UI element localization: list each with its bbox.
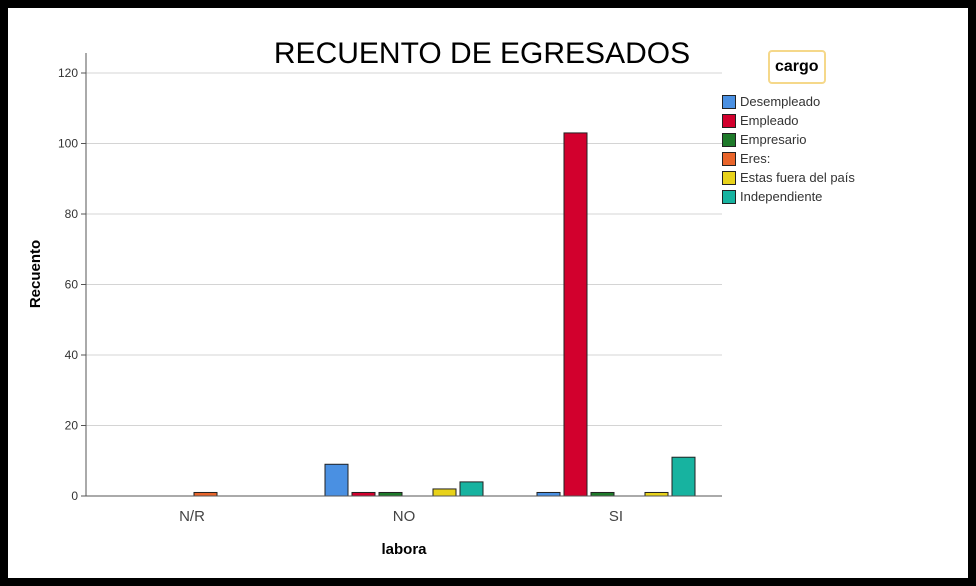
y-axis-title: Recuento bbox=[27, 240, 44, 308]
y-tick-label: 40 bbox=[65, 348, 79, 362]
bar-empresario-si bbox=[590, 491, 615, 497]
legend-swatch bbox=[722, 94, 736, 109]
bar-desempleado-si bbox=[536, 491, 561, 497]
bar-eres-nr bbox=[193, 491, 218, 497]
bar-estas-fuera-del-pa-s-no bbox=[432, 488, 457, 497]
axis-layer: 0 20 40 60 80 100 120 N/R NO SI bbox=[58, 53, 722, 525]
legend-item: Empresario bbox=[722, 130, 902, 149]
x-axis-title: labora bbox=[381, 541, 427, 558]
y-tick-label: 120 bbox=[58, 66, 78, 80]
legend-swatch bbox=[722, 113, 736, 128]
legend-swatch bbox=[722, 132, 736, 147]
legend-item: Independiente bbox=[722, 187, 902, 206]
bar-empleado-no bbox=[351, 491, 376, 497]
legend-item: Estas fuera del país bbox=[722, 168, 902, 187]
legend-item: Desempleado bbox=[722, 92, 902, 111]
y-tick-label: 80 bbox=[65, 207, 79, 221]
legend-item: Empleado bbox=[722, 111, 902, 130]
legend-label: Estas fuera del país bbox=[740, 170, 855, 185]
x-tick-label: SI bbox=[609, 508, 623, 525]
bar-empresario-no bbox=[378, 491, 403, 497]
legend-label: Empresario bbox=[740, 132, 807, 147]
legend-title: cargo bbox=[768, 50, 826, 84]
y-tick-label: 100 bbox=[58, 137, 78, 151]
legend-swatch bbox=[722, 151, 736, 166]
y-tick-label: 0 bbox=[71, 489, 78, 503]
bar-estas-fuera-del-pa-s-si bbox=[644, 491, 669, 497]
legend-label: Independiente bbox=[740, 189, 823, 204]
legend-swatch bbox=[722, 170, 736, 185]
bar-independiente-no bbox=[459, 481, 484, 497]
bar-desempleado-no bbox=[324, 463, 349, 497]
x-tick-label: N/R bbox=[179, 508, 205, 525]
legend-label: Empleado bbox=[740, 113, 799, 128]
legend-swatch bbox=[722, 189, 736, 204]
chart-title: RECUENTO DE EGRESADOS bbox=[274, 37, 690, 70]
legend-label: Desempleado bbox=[740, 94, 821, 109]
bar-empleado-si bbox=[563, 132, 588, 497]
bar-layer bbox=[193, 132, 696, 497]
x-tick-label: NO bbox=[393, 508, 416, 525]
y-tick-label: 60 bbox=[65, 278, 79, 292]
legend-items: Desempleado Empleado Empresario Eres: Estas … bbox=[722, 92, 902, 206]
legend-item: Eres: bbox=[722, 149, 902, 168]
legend: cargo Desempleado Empleado Empresario Eres:… bbox=[722, 50, 902, 206]
bar-independiente-si bbox=[671, 456, 696, 497]
grid-layer bbox=[86, 72, 722, 426]
legend-label: Eres: bbox=[740, 151, 771, 166]
y-tick-label: 20 bbox=[65, 419, 79, 433]
